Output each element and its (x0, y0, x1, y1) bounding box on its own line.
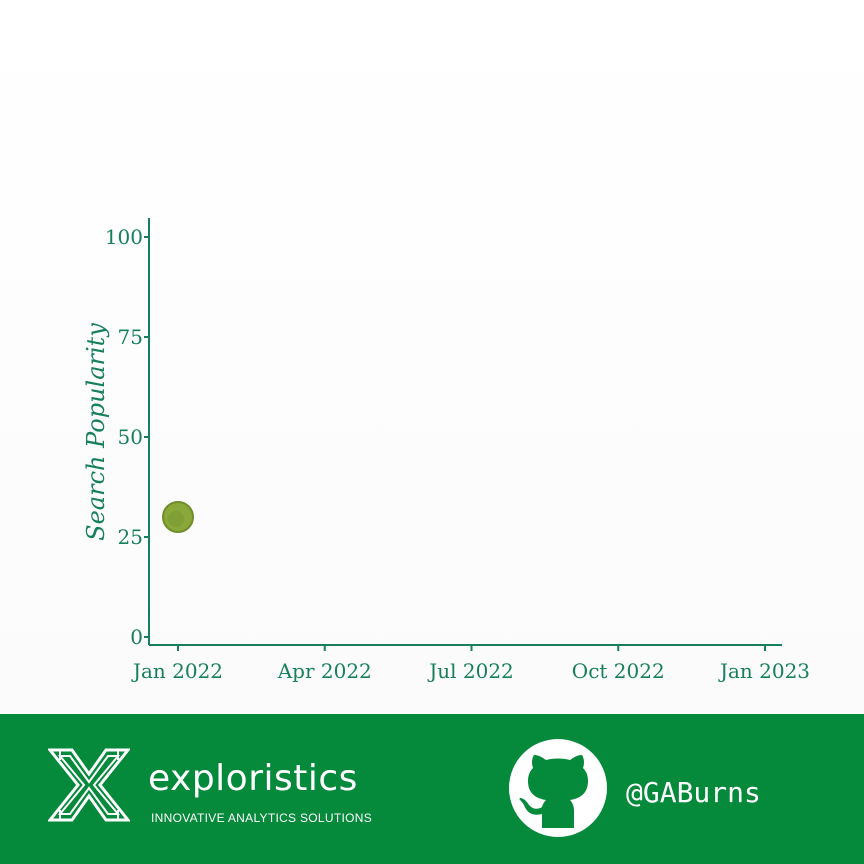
data-point-texture (168, 511, 184, 527)
chart-area: Search Popularity 0 25 50 75 100 Jan 2022 Apr… (82, 218, 810, 683)
footer-banner (0, 714, 864, 864)
github-handle[interactable]: @GABurns (626, 776, 761, 809)
search-popularity-chart: Search Popularity 0 25 50 75 100 Jan 2022 Apr… (82, 218, 810, 683)
github-icon[interactable] (508, 738, 608, 838)
brand-name: exploristics (148, 758, 358, 799)
y-axis-title: Search Popularity (82, 323, 110, 541)
exploristics-x-logo-icon (48, 748, 130, 822)
x-tick-label: Apr 2022 (277, 659, 372, 683)
x-tick-label: Oct 2022 (572, 659, 665, 683)
y-tick-label: 50 (118, 425, 143, 449)
x-tick-label: Jan 2022 (131, 659, 223, 683)
x-tick-label: Jul 2022 (427, 659, 514, 683)
y-tick-label: 75 (118, 325, 143, 349)
y-tick-label: 25 (118, 525, 143, 549)
y-tick-label: 100 (105, 225, 143, 249)
x-tick-label: Jan 2023 (718, 659, 810, 683)
brand-tagline: INNOVATIVE ANALYTICS SOLUTIONS (151, 811, 373, 825)
y-tick-label: 0 (130, 625, 143, 649)
